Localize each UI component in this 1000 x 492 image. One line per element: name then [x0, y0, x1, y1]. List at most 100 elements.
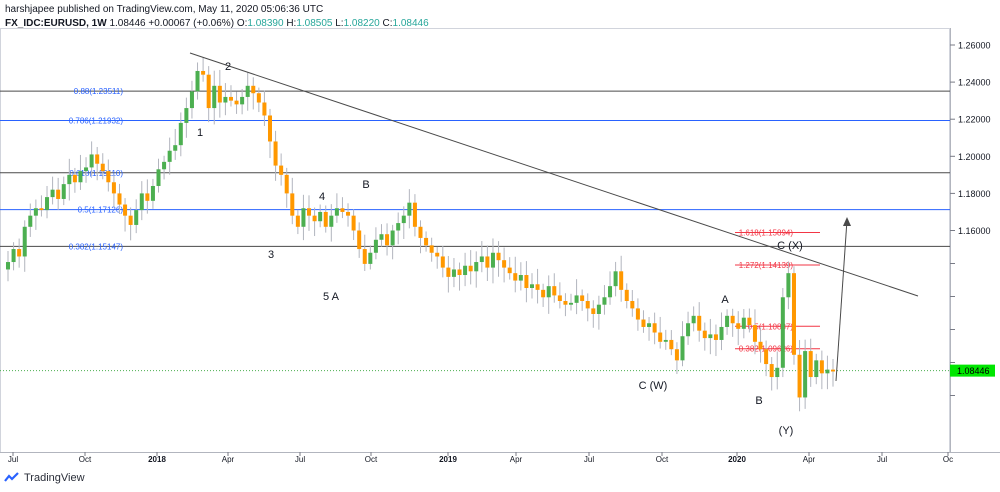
tradingview-logo[interactable]: TradingView	[4, 472, 85, 484]
candle-body	[307, 208, 312, 216]
close-value: 1.08446	[392, 18, 429, 29]
candle-body	[529, 284, 534, 289]
candle-body	[145, 193, 150, 201]
candle-body	[474, 262, 479, 272]
candle-body	[290, 193, 295, 216]
candle-body	[212, 85, 217, 109]
candle-body	[663, 339, 668, 342]
candle-body	[440, 256, 445, 268]
candle-body	[708, 334, 713, 339]
candle-body	[808, 351, 813, 378]
candle-body	[178, 122, 183, 146]
candle-body	[56, 189, 61, 199]
projection-arrowhead	[843, 217, 851, 226]
target-level-label: 1.272(1.14139)	[739, 261, 794, 270]
candle-body	[819, 360, 824, 374]
candle-body	[401, 215, 406, 224]
low-value: 1.08220	[343, 18, 380, 29]
candle-body	[702, 330, 707, 339]
candle-body	[697, 315, 702, 331]
candle-body	[725, 315, 730, 327]
candle-body	[769, 364, 774, 378]
wave-label: 5 A	[323, 291, 340, 303]
candle-body	[368, 252, 373, 264]
candle-body	[334, 208, 339, 216]
fib-level-label: 0.618(1.19110)	[69, 169, 123, 178]
candle-body	[28, 215, 33, 227]
candle-body	[641, 319, 646, 327]
wave-label: 1	[197, 127, 203, 139]
x-tick-label: 2018	[148, 455, 166, 464]
candle-body	[741, 317, 746, 329]
last-price: 1.08446	[109, 18, 146, 29]
candle-body	[139, 193, 144, 211]
candle-body	[758, 341, 763, 350]
candle-body	[630, 300, 635, 309]
candle-body	[61, 184, 66, 199]
candle-body	[5, 262, 11, 270]
candle-body	[507, 267, 512, 274]
candle-body	[674, 349, 679, 361]
candle-body	[195, 70, 200, 92]
candle-body	[11, 249, 16, 263]
wave-label: 4	[319, 191, 325, 203]
candle-body	[217, 85, 222, 103]
candle-body	[273, 141, 278, 166]
wave-label: A	[721, 294, 729, 306]
candle-body	[463, 265, 468, 276]
wave-label: 2	[225, 61, 231, 73]
wave-label: (Y)	[779, 425, 794, 437]
fib-level-label: 0.786(1.21932)	[69, 116, 124, 125]
y-tick-label: 1.18000	[958, 189, 991, 199]
candle-body	[223, 96, 228, 103]
candle-body	[730, 315, 735, 324]
candle-body	[596, 304, 601, 314]
candle-body	[524, 275, 529, 289]
candle-body	[613, 271, 618, 287]
candle-body	[435, 252, 440, 257]
candle-body	[635, 308, 640, 320]
candle-body	[563, 300, 568, 305]
candle-body	[150, 185, 155, 201]
candle-body	[752, 325, 757, 342]
candle-body	[686, 323, 691, 337]
candle-body	[569, 302, 574, 305]
candle-body	[407, 202, 412, 216]
candle-body	[78, 171, 83, 183]
candle-body	[234, 100, 239, 105]
fib-level-label: 0.88(1.23511)	[74, 87, 124, 96]
candle-body	[814, 360, 819, 378]
fib-level-label: 0.382(1.15147)	[69, 242, 124, 251]
candle-body	[775, 367, 780, 378]
candle-body	[284, 174, 289, 194]
x-tick-label: Jul	[8, 455, 18, 464]
candle-body	[373, 239, 378, 253]
candle-body	[189, 91, 194, 109]
candle-body	[502, 260, 507, 268]
candle-body	[518, 275, 523, 281]
candle-body	[535, 284, 540, 290]
wave-label: B	[755, 395, 762, 407]
symbol-line: FX_IDC:EURUSD, 1W 1.08446 +0.00067 (+0.0…	[5, 17, 429, 31]
candle-body	[429, 245, 434, 253]
x-tick-label: Oc	[943, 455, 953, 464]
current-price-label: 1.08446	[957, 366, 990, 376]
candle-body	[45, 197, 50, 211]
candle-body	[580, 295, 585, 301]
tradingview-logo-icon	[4, 472, 19, 482]
candle-body	[658, 332, 663, 342]
candle-body	[424, 237, 429, 246]
candle-body	[608, 286, 613, 298]
candle-body	[312, 215, 317, 222]
candle-body	[262, 102, 267, 116]
candle-body	[591, 308, 596, 314]
candle-body	[117, 193, 122, 205]
candle-body	[468, 265, 473, 272]
chart-header: harshjapee published on TradingView.com,…	[5, 3, 429, 31]
candle-body	[552, 286, 557, 296]
candle-body	[201, 70, 206, 75]
candle-body	[396, 223, 401, 231]
candle-body	[33, 208, 38, 216]
candle-body	[513, 273, 518, 281]
